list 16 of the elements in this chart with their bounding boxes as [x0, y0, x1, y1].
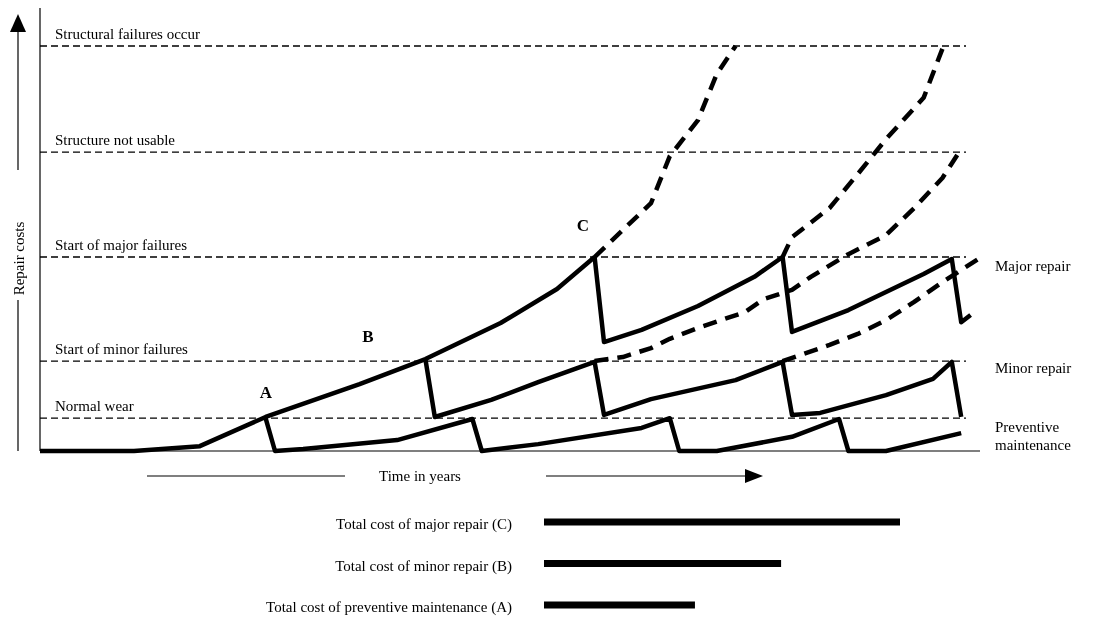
y-tick-label: Total cost of major repair (C)	[336, 516, 512, 533]
y-tick-label: Total cost of preventive maintenance (A)	[266, 599, 512, 616]
annotation: A	[259, 383, 273, 402]
ref-line-label: Normal wear	[55, 398, 134, 415]
text: Major repair	[995, 258, 1071, 275]
annotation: B	[362, 327, 374, 346]
ref-line-label: Start of major failures	[55, 237, 188, 254]
y-tick-label: Total cost of minor repair (B)	[335, 557, 512, 575]
text: Minor repair	[995, 360, 1072, 377]
ref-line-label: Structure not usable	[55, 132, 176, 149]
annotation: C	[576, 216, 590, 235]
ref-line-label: Structural failures occur	[55, 26, 200, 42]
x-axis-title: Time in years	[379, 468, 462, 484]
y-axis-title: Repair costs	[11, 221, 27, 296]
text: Preventive maintenance	[995, 419, 1072, 454]
ref-line-label: Start of minor failures	[55, 341, 189, 358]
